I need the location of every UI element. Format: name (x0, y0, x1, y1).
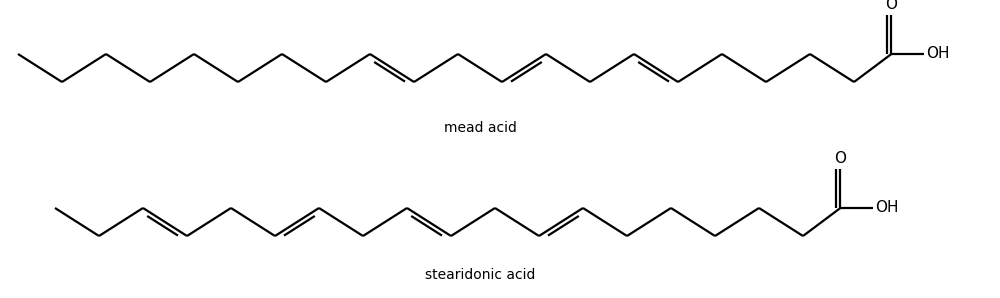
Text: O: O (885, 0, 897, 12)
Text: OH: OH (926, 46, 950, 61)
Text: mead acid: mead acid (444, 121, 516, 135)
Text: stearidonic acid: stearidonic acid (425, 268, 535, 282)
Text: O: O (834, 151, 846, 166)
Text: OH: OH (875, 201, 899, 215)
